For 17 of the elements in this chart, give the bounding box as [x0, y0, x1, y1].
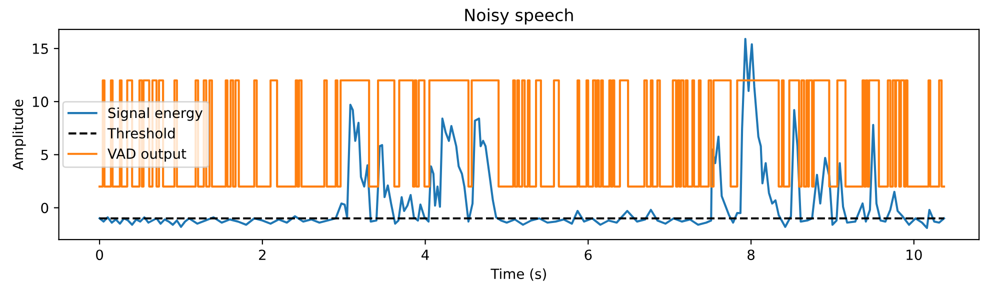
chart-title: Noisy speech — [465, 8, 573, 25]
y-tick-label: 0 — [41, 202, 48, 214]
legend-label: Signal energy — [108, 107, 202, 121]
x-tick-label: 0 — [96, 250, 104, 260]
y-axis-title: Amplitude — [12, 100, 26, 170]
x-axis-title: Time (s) — [490, 268, 546, 281]
x-tick-label: 10 — [906, 250, 922, 260]
x-tick-label: 2 — [259, 250, 266, 260]
y-tick-label: 5 — [41, 150, 48, 160]
line-series — [98, 38, 946, 229]
legend-label: VAD output — [108, 148, 186, 162]
y-tick-label: 10 — [32, 96, 48, 108]
x-tick-label: 6 — [584, 250, 592, 260]
y-tick-label: 15 — [32, 44, 48, 54]
legend-label: Threshold — [107, 128, 175, 139]
x-tick-label: 4 — [422, 250, 429, 260]
x-tick-label: 8 — [748, 250, 754, 260]
